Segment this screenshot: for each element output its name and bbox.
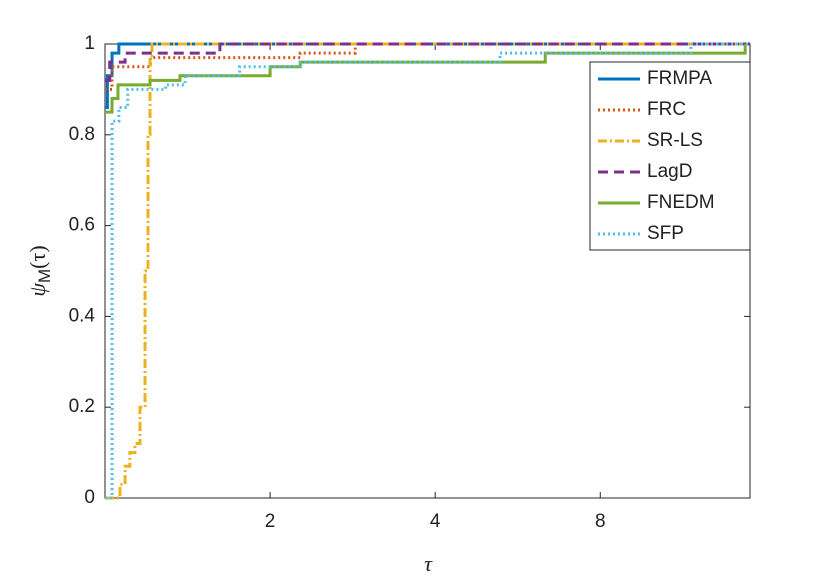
legend-label: LagD	[647, 161, 692, 182]
y-axis-label: ψM(τ)	[25, 245, 54, 296]
y-label-psi: ψ	[25, 283, 50, 297]
x-axis-label: τ	[424, 551, 433, 576]
series-line	[105, 44, 747, 114]
y-tick-label: 0	[84, 487, 95, 508]
legend-box	[589, 61, 751, 251]
x-tick-label: 4	[430, 511, 441, 532]
y-tick-label: 0.8	[69, 124, 95, 145]
series-line	[105, 42, 750, 500]
legend-label: FNEDM	[647, 192, 715, 213]
y-tick-label: 0.2	[69, 396, 95, 417]
y-label-sub: M	[35, 269, 54, 283]
legend-label: FRMPA	[647, 68, 712, 89]
legend-label: SFP	[647, 223, 684, 244]
x-tick-label: 8	[595, 511, 606, 532]
series-line	[105, 42, 750, 110]
x-tick-label: 2	[265, 511, 276, 532]
series-line	[105, 42, 750, 82]
y-label-tau: (τ)	[25, 245, 50, 269]
legend-label: SR-LS	[647, 130, 703, 151]
legend-label: FRC	[647, 99, 686, 120]
y-tick-label: 0.4	[69, 305, 96, 326]
y-tick-label: 0.6	[69, 215, 95, 236]
y-tick-label: 1	[84, 33, 95, 54]
